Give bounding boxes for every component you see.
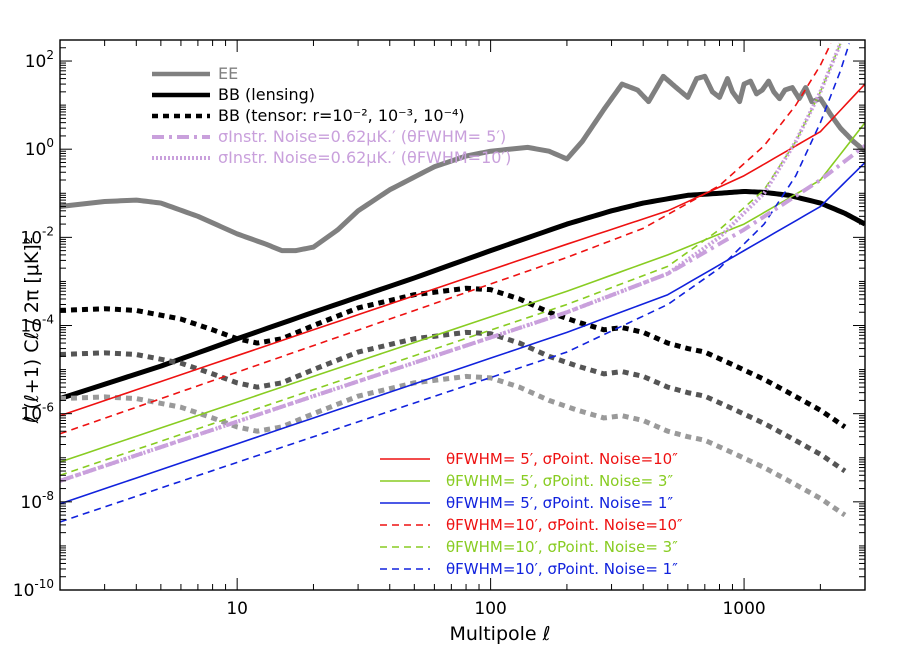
series-noise-5 — [60, 144, 865, 483]
legend-item-bb-lensing: BB (lensing) — [152, 85, 315, 104]
legend-item-p10-1: θFWHM=10′, σPoint. Noise= 1″ — [380, 560, 678, 578]
y-tick-label: 10-2 — [20, 224, 54, 248]
legend-item-p5-1: θFWHM= 5′, σPoint. Noise= 1″ — [380, 494, 673, 512]
series-ee — [60, 73, 865, 254]
y-tick-label: 100 — [25, 136, 54, 160]
series-p5-10 — [60, 83, 865, 417]
legend-item-p10-3: θFWHM=10′, σPoint. Noise= 3″ — [380, 538, 678, 556]
x-axis-label: Multipole ℓ — [450, 623, 551, 645]
legend-item-noise-5: σInstr. Noise=0.62μK.′ (θFWHM= 5′) — [152, 127, 506, 146]
legend-label: θFWHM= 5′, σPoint. Noise=10″ — [446, 450, 678, 468]
series-bb-tensor-4 — [60, 373, 847, 518]
legend-item-p5-10: θFWHM= 5′, σPoint. Noise=10″ — [380, 450, 678, 468]
series-noise-10 — [60, 42, 843, 483]
series-p5-3 — [60, 122, 865, 463]
legend-label: σInstr. Noise=0.62μK.′ (θFWHM= 5′) — [218, 127, 506, 146]
series-bb-tensor-3 — [60, 329, 847, 474]
legend-item-p5-3: θFWHM= 5′, σPoint. Noise= 3″ — [380, 472, 673, 490]
legend-label: θFWHM= 5′, σPoint. Noise= 3″ — [446, 472, 673, 490]
legend-label: σInstr. Noise=0.62μK.′ (θFWHM=10′) — [218, 148, 511, 167]
legend-item-noise-10: σInstr. Noise=0.62μK.′ (θFWHM=10′) — [152, 148, 511, 167]
series-layer — [60, 42, 865, 523]
x-tick-label: 10 — [226, 599, 248, 619]
series-p10-1 — [60, 43, 851, 523]
legend-label: BB (tensor: r=10⁻², 10⁻³, 10⁻⁴) — [218, 106, 465, 125]
tick-layer: 10 100 1000 10-10 10-8 10-6 10-4 10-2 100 102 — [13, 39, 866, 619]
legend-item-bb-tensor: BB (tensor: r=10⁻², 10⁻³, 10⁻⁴) — [152, 106, 465, 125]
legend-item-p10-10: θFWHM=10′, σPoint. Noise=10″ — [380, 516, 683, 534]
series-bb-lensing — [60, 188, 865, 401]
x-tick-label: 1000 — [722, 599, 765, 619]
y-tick-label: 10-4 — [20, 313, 54, 337]
legend-item-ee: EE — [152, 64, 238, 83]
plot-frame — [59, 39, 866, 591]
legend-label: BB (lensing) — [218, 85, 315, 104]
y-axis-label: ℓ (ℓ+1) Cℓ / 2π [μK]² — [21, 237, 43, 425]
x-tick-label: 100 — [474, 599, 506, 619]
y-tick-label: 102 — [25, 48, 54, 72]
legend-label: θFWHM= 5′, σPoint. Noise= 1″ — [446, 494, 673, 512]
y-tick-label: 10-8 — [20, 489, 54, 513]
y-tick-label: 10-6 — [20, 401, 54, 425]
series-p5-1 — [60, 161, 865, 505]
legend-label: EE — [218, 64, 238, 83]
y-tick-label: 10-10 — [13, 577, 54, 601]
legend-top: EE BB (lensing) BB (tensor: r=10⁻², 10⁻³, … — [152, 64, 511, 167]
legend-bottom: θFWHM= 5′, σPoint. Noise=10″ θFWHM= 5′, σ… — [380, 450, 683, 578]
legend-label: θFWHM=10′, σPoint. Noise= 3″ — [446, 538, 678, 556]
legend-label: θFWHM=10′, σPoint. Noise= 1″ — [446, 560, 678, 578]
series-bb-tensor-2 — [60, 285, 847, 430]
legend-label: θFWHM=10′, σPoint. Noise=10″ — [446, 516, 683, 534]
